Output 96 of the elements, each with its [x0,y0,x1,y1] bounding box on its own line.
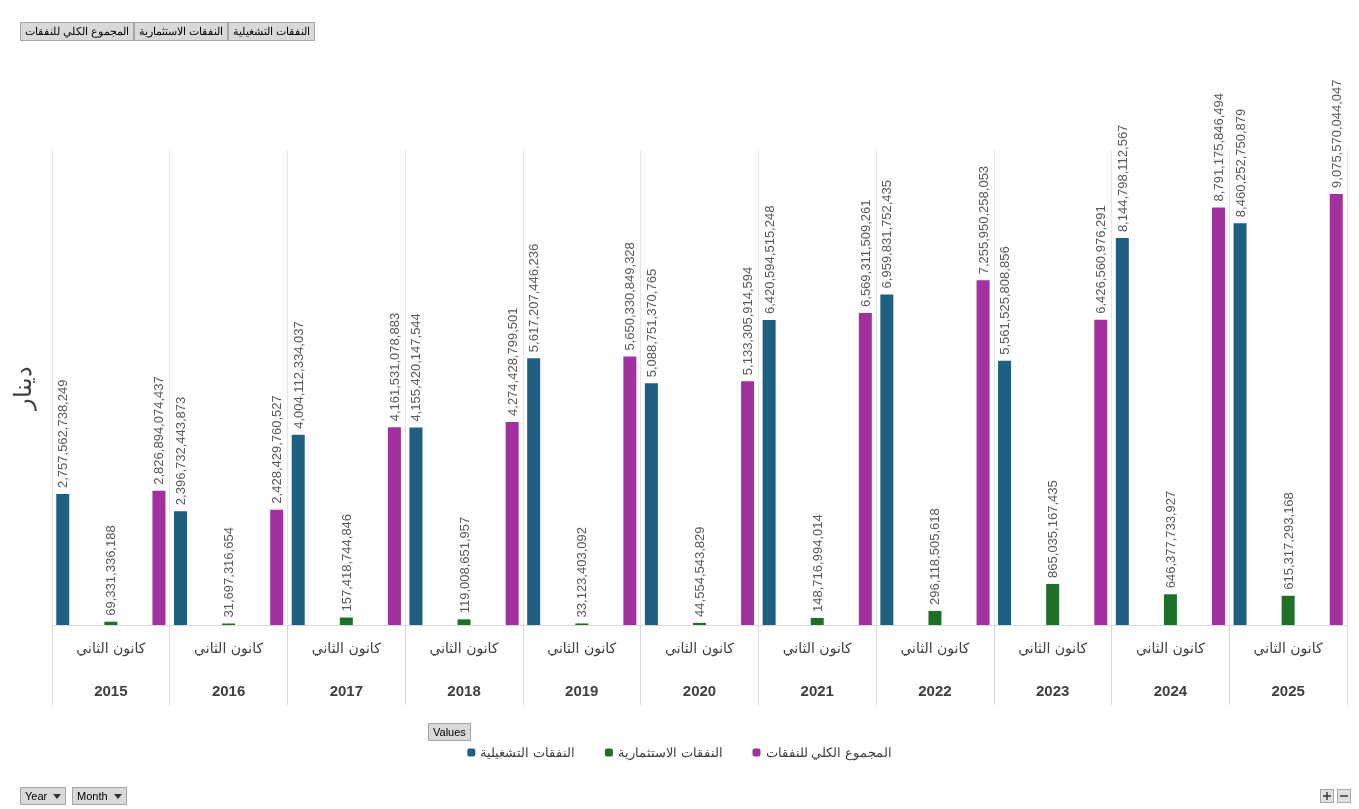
text: كانون الثاني [899,640,971,656]
data-label: 7,255,950,258,053 [975,165,991,275]
bar [457,619,471,625]
text: كانون الثاني [75,640,147,656]
text: Year [25,790,48,802]
x-tick-label: 2018 [447,682,481,699]
text: كانون الثاني [193,640,265,656]
bar [741,381,755,625]
bar [173,511,187,625]
data-label: 69,331,336,188 [103,525,119,616]
x-tick-label: 2025 [1271,682,1305,699]
bar [104,621,118,625]
legend-label: النفقات التشغيلية [480,745,575,760]
data-label: 33,123,403,092 [574,527,590,618]
data-label: 6,569,311,509,261 [857,199,873,307]
data-label: 5,133,305,914,594 [740,266,756,376]
x-tick-label: 2015 [94,682,128,699]
x-tick-label: 2023 [1035,682,1070,699]
data-label: 6,959,831,752,435 [879,179,895,289]
bar [1115,238,1129,625]
bar [998,360,1012,625]
data-label: 5,561,525,808,856 [997,246,1013,355]
text: كانون الثاني [1017,640,1089,656]
bar [387,427,401,625]
data-label: 9,075,570,044,047 [1328,79,1344,188]
data-label: 119,008,651,957 [456,516,472,614]
bar [291,434,305,625]
data-label: 8,791,175,846,494 [1211,92,1227,202]
data-label: 5,617,207,446,236 [526,243,542,353]
data-label: 296,118,505,618 [927,508,943,605]
data-label: 2,428,429,760,527 [269,395,285,504]
bar [623,356,637,625]
data-label: 4,161,531,078,883 [386,312,402,422]
bar [858,312,872,625]
legend-label: النفقات الاستثمارية [617,745,723,761]
data-label: 31,697,316,654 [221,527,237,618]
bar [1212,207,1226,625]
bar [644,383,658,625]
bar [505,421,519,625]
text: كانون الثاني [1134,640,1206,656]
bar [880,294,894,625]
bar [409,427,423,625]
x-tick-label: 2019 [565,682,599,699]
x-tick-label: 2021 [800,682,834,699]
bar [1281,595,1295,625]
data-label: 615,317,293,168 [1280,492,1296,590]
bar [762,320,776,625]
data-label: 44,554,543,829 [692,526,707,617]
bar [270,509,284,625]
data-label: 6,426,560,976,291 [1093,205,1109,314]
data-label: 5,088,751,370,765 [643,268,659,378]
data-label: 2,396,732,443,873 [172,396,188,506]
x-tick-label: 2020 [682,682,717,699]
bar [693,622,706,625]
bar [976,280,990,625]
data-label: 4,274,428,799,501 [504,307,520,416]
text: كانون الثاني [310,640,382,656]
bar [1163,594,1177,625]
y-axis-title: دينار [8,365,37,411]
bar [1094,319,1108,625]
bar [1233,223,1247,625]
data-label: 148,716,994,014 [809,514,825,612]
data-label: 4,004,112,334,037 [290,321,306,429]
bar [339,617,353,625]
data-label: 4,155,420,147,544 [408,313,424,422]
x-tick-label: 2024 [1153,682,1188,699]
data-label: 8,460,252,750,879 [1232,108,1248,218]
text: كانون الثاني [663,640,735,656]
text: كانون الثاني [1252,640,1324,656]
legend-label: المجموع الكلي للنفقات [765,745,892,761]
text: Month [77,790,108,802]
x-tick-label: 2016 [211,682,246,699]
data-label: 2,826,894,074,437 [151,376,167,485]
bar [810,617,824,625]
text: Values [433,726,466,738]
bar [1046,583,1060,625]
bar [1329,193,1343,625]
bar [56,494,70,625]
text: كانون الثاني [546,640,618,656]
bar [928,610,942,625]
data-label: 2,757,562,738,249 [55,379,71,489]
data-label: 865,035,167,435 [1045,480,1061,578]
data-label: 5,650,330,849,328 [622,242,638,351]
text: كانون الثاني [781,640,853,656]
x-tick-label: 2017 [329,682,364,699]
text: كانون الثاني [428,640,500,656]
bar [527,358,541,625]
text: النفقات التشغيلية [233,25,311,37]
bar [152,490,166,625]
data-label: 646,377,733,927 [1162,490,1178,589]
data-label: 6,420,594,515,248 [761,205,777,315]
x-tick-label: 2022 [918,682,952,699]
text: المجموع الكلي للنفقات [25,25,130,37]
data-label: 157,418,744,846 [338,513,354,612]
text: النفقات الاستثمارية [139,25,224,37]
data-label: 8,144,798,112,567 [1114,124,1130,233]
